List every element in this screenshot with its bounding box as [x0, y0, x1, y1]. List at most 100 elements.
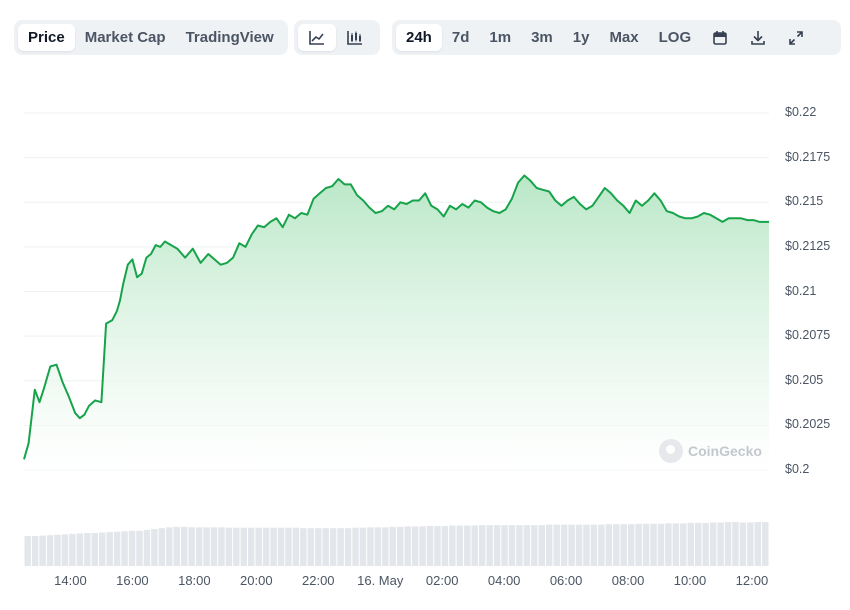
volume-bar: [635, 523, 642, 566]
watermark-text: CoinGecko: [688, 443, 762, 459]
volume-bar: [382, 527, 389, 566]
x-tick-label: 18:00: [178, 573, 211, 588]
volume-bar: [762, 522, 769, 566]
volume-bar: [121, 531, 128, 566]
volume-bar: [292, 527, 300, 566]
x-tick-label: 04:00: [487, 573, 521, 588]
x-tick-label: 16. May: [357, 573, 404, 588]
range-1m-button[interactable]: 1m: [489, 29, 512, 46]
volume-bar: [583, 524, 590, 566]
volume-bar: [478, 525, 486, 566]
range-max-button[interactable]: Max: [609, 29, 639, 46]
fullscreen-button[interactable]: [777, 24, 815, 51]
volume-bar: [411, 526, 419, 566]
volume-bar: [270, 527, 277, 566]
volume-bar: [99, 532, 106, 566]
data-type-tabs: Price Market Cap TradingView: [14, 20, 288, 55]
volume-bar: [724, 522, 732, 566]
x-tick-label: 16:00: [116, 573, 149, 588]
volume-bar: [702, 522, 709, 566]
volume-bar: [367, 527, 374, 566]
volume-bar: [672, 523, 680, 566]
volume-bar: [389, 526, 396, 566]
volume-bar: [128, 530, 136, 566]
line-chart-icon: [309, 30, 324, 45]
price-line: [23, 174, 769, 460]
volume-bar: [46, 535, 54, 566]
volume-bar: [113, 531, 121, 566]
volume-bar: [322, 528, 329, 566]
volume-bar: [553, 524, 560, 566]
y-tick-label: $0.215: [785, 194, 824, 209]
volume-bar: [657, 523, 665, 566]
volume-bar: [560, 524, 568, 566]
volume-bar: [568, 524, 575, 566]
download-icon: [751, 30, 765, 45]
volume-bar: [642, 523, 650, 566]
x-tick-label: 12:00: [735, 573, 769, 588]
volume-bar: [84, 533, 91, 566]
price-area: [24, 175, 769, 470]
range-1y-button[interactable]: 1y: [572, 29, 590, 46]
volume-bar: [166, 527, 173, 566]
y-tick-label: $0.2025: [785, 417, 831, 432]
candlestick-chart-button[interactable]: [336, 24, 374, 51]
volume-bar: [329, 528, 337, 566]
volume-bar: [471, 525, 478, 566]
volume-bar: [300, 528, 307, 566]
volume-bar: [173, 526, 180, 566]
volume-bar: [374, 527, 382, 566]
volume-bar: [508, 525, 516, 566]
volume-bar: [426, 525, 434, 566]
volume-bar: [188, 527, 195, 566]
volume-bar: [61, 534, 69, 566]
download-button[interactable]: [739, 24, 777, 51]
volume-bar: [493, 525, 501, 566]
x-tick-label: 10:00: [673, 573, 707, 588]
volume-bar: [627, 524, 635, 566]
volume-bar: [285, 527, 292, 566]
x-tick-label: 02:00: [425, 573, 459, 588]
volume-bar: [359, 527, 367, 566]
volume-bar: [39, 535, 46, 566]
volume-bar: [717, 522, 724, 566]
volume-bar: [69, 533, 76, 566]
volume-bar: [277, 527, 285, 566]
volume-bar: [531, 525, 538, 566]
tab-price[interactable]: Price: [18, 24, 75, 51]
tab-tradingview[interactable]: TradingView: [185, 29, 274, 46]
volume-bar: [195, 527, 203, 566]
calendar-button[interactable]: [701, 24, 739, 51]
volume-bar: [449, 525, 456, 566]
volume-bar: [352, 527, 359, 566]
volume-bar: [106, 532, 113, 566]
volume-bar: [695, 522, 702, 566]
volume-bar: [31, 536, 39, 566]
volume-bar: [136, 530, 143, 566]
x-tick-label: 14:00: [54, 573, 87, 588]
volume-bar: [754, 522, 762, 566]
volume-bar: [739, 522, 747, 566]
log-scale-button[interactable]: LOG: [658, 29, 692, 46]
volume-bar: [233, 527, 240, 566]
range-7d-button[interactable]: 7d: [451, 29, 470, 46]
chart-type-toggle: [294, 20, 380, 55]
volume-bar: [54, 534, 61, 566]
volume-bar: [501, 525, 508, 566]
coingecko-logo-icon: [659, 439, 683, 463]
volume-bar: [218, 527, 225, 566]
volume-bar: [747, 522, 754, 566]
y-tick-label: $0.2125: [785, 238, 831, 253]
volume-bar: [620, 524, 627, 566]
candlestick-chart-icon: [347, 30, 362, 45]
x-tick-label: 22:00: [302, 573, 335, 588]
line-chart-button[interactable]: [298, 24, 336, 51]
volume-bar: [709, 522, 717, 566]
range-3m-button[interactable]: 3m: [531, 29, 553, 46]
range-24h-button[interactable]: 24h: [396, 24, 442, 51]
volume-bar: [613, 524, 620, 566]
volume-bar: [24, 536, 31, 566]
tab-market-cap[interactable]: Market Cap: [84, 29, 166, 46]
volume-bar: [91, 533, 98, 566]
y-tick-label: $0.22: [785, 105, 817, 119]
